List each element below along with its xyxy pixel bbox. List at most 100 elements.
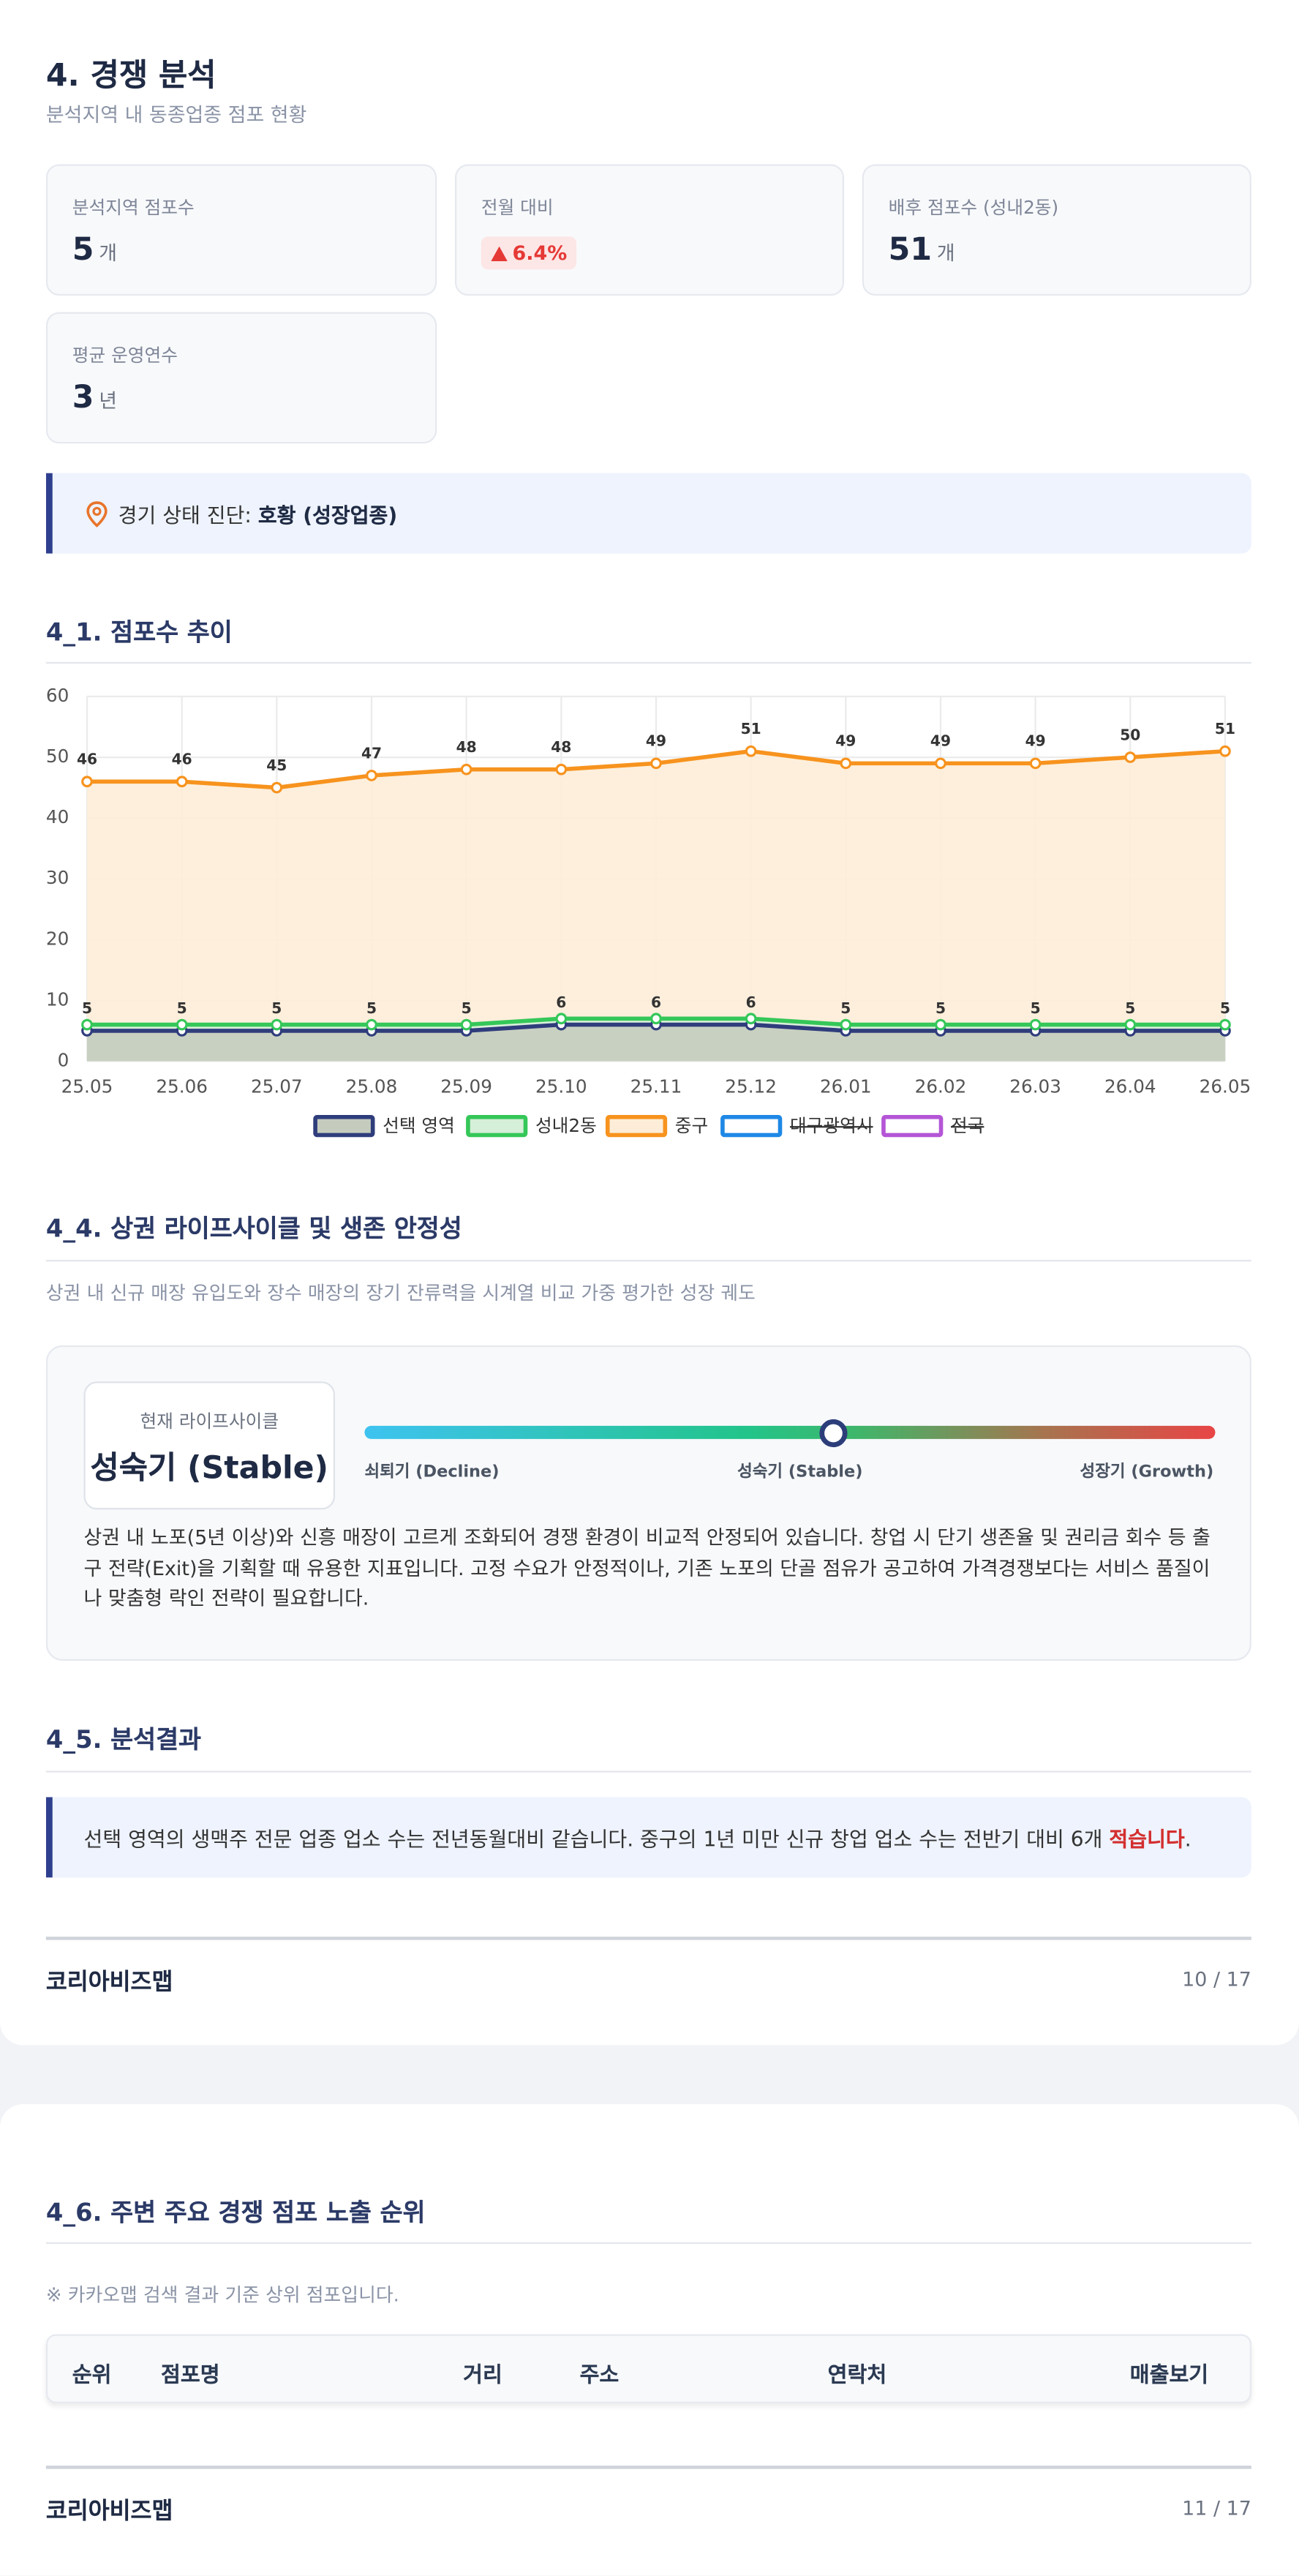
column-header: 매출보기	[1129, 2363, 1209, 2389]
legend-label: 대구광역시	[790, 1115, 873, 1136]
point	[460, 1018, 472, 1031]
y-tick-label: 20	[46, 928, 69, 949]
scale-label: 성장기 (Growth)	[1080, 1463, 1214, 1482]
point	[935, 757, 946, 770]
point	[1124, 1018, 1137, 1031]
data-label: 45	[266, 756, 287, 774]
y-tick-label: 60	[46, 685, 69, 706]
unit: 개	[99, 241, 118, 265]
data-label: 49	[1025, 732, 1046, 750]
legend-label: 선택 영역	[383, 1115, 455, 1136]
legend-label: 중구	[675, 1115, 708, 1136]
point	[745, 745, 757, 757]
page-title: 4. 경쟁 분석	[45, 57, 217, 94]
pin-icon	[86, 501, 108, 527]
report-page: 4_6. 주변 주요 경쟁 점포 노출 순위 ※ 카카오맵 검색 결과 기준 상…	[0, 2104, 1299, 2576]
data-label: 5	[1220, 999, 1230, 1017]
column-header: 연락처	[827, 2363, 887, 2389]
current-value: 성숙기 (Stable)	[90, 1450, 329, 1487]
y-tick-label: 50	[46, 746, 69, 767]
diagnosis-label: 경기 상태 진단:	[118, 503, 252, 527]
y-tick-label: 40	[46, 806, 69, 827]
section-title: 4_5. 분석결과	[45, 1724, 202, 1754]
column-header: 거리	[463, 2363, 502, 2389]
section-title: 4_1. 점포수 추이	[45, 617, 233, 647]
data-label: 49	[646, 732, 666, 750]
point	[271, 781, 283, 794]
chart: 0 10 20 30 40 50 60 25.05 25.06 25.07 25.08 25.09 25…	[46, 685, 1251, 1138]
diagnosis: 경기 상태 진단: 호황 (성장업종)	[118, 497, 398, 529]
value: 3	[72, 379, 94, 416]
point	[366, 1018, 377, 1031]
data-label: 5	[177, 999, 187, 1017]
data-label: 49	[835, 732, 856, 750]
point	[650, 1013, 662, 1025]
data-label: 48	[456, 738, 477, 756]
point	[745, 1013, 757, 1025]
up-arrow	[491, 245, 508, 260]
column-header: 순위	[72, 2363, 112, 2389]
point	[81, 1018, 93, 1031]
legend-label: 성내2동	[535, 1115, 597, 1136]
x-tick-label: 26.04	[1104, 1075, 1156, 1097]
page-number: 10 / 17	[1182, 1967, 1251, 1991]
y-tick-label: 10	[46, 988, 69, 1010]
data-label: 6	[556, 994, 566, 1011]
x-tick-label: 25.07	[251, 1075, 303, 1097]
value: 5	[72, 231, 94, 268]
y-tick-label: 30	[46, 867, 69, 888]
point	[935, 1018, 946, 1031]
data-label: 47	[361, 744, 382, 762]
data-label: 49	[930, 732, 951, 750]
stat-card: 배후 점포수 (성내2동) 51 개	[862, 164, 1251, 296]
x-tick-label: 26.03	[1009, 1075, 1061, 1097]
divider	[45, 1260, 1251, 1262]
stat-card: 전월 대비 6.4%	[454, 164, 845, 296]
unit: 개	[936, 241, 955, 265]
legend-swatch	[720, 1114, 783, 1138]
diagnosis-box: 경기 상태 진단: 호황 (성장업종)	[45, 473, 1251, 554]
x-tick-label: 26.01	[820, 1075, 872, 1097]
diagnosis-value: 호황 (성장업종)	[257, 503, 398, 527]
result-emphasis: 적습니다	[1109, 1826, 1185, 1852]
legend-swatch	[605, 1114, 668, 1138]
data-label: 5	[1031, 999, 1041, 1017]
point	[1124, 751, 1137, 763]
data-label: 50	[1120, 726, 1140, 743]
point	[176, 776, 188, 788]
page-subtitle: 분석지역 내 동종업종 점포 현황	[45, 103, 307, 127]
note: ※ 카카오맵 검색 결과 기준 상위 점포입니다.	[45, 2283, 399, 2307]
data-label: 5	[82, 999, 92, 1017]
divider	[45, 2242, 1251, 2245]
divider	[45, 661, 1251, 664]
data-label: 5	[366, 999, 377, 1017]
result: 선택 영역의 생맥주 전문 업종 업소 수는 전년동월대비 같습니다. 중구의 …	[84, 1822, 1191, 1853]
point	[176, 1018, 188, 1031]
section-description: 상권 내 신규 매장 유입도와 장수 매장의 장기 잔류력을 시계열 비교 가중…	[45, 1281, 756, 1304]
data-label: 5	[271, 999, 282, 1017]
x-tick-label: 25.05	[61, 1075, 113, 1097]
gauge-marker	[819, 1419, 848, 1448]
point	[1219, 745, 1231, 757]
result-suffix: .	[1184, 1826, 1191, 1852]
legend-swatch	[881, 1114, 944, 1138]
y-tick-label: 0	[58, 1049, 69, 1070]
area	[86, 751, 1225, 1062]
x-tick-label: 25.10	[535, 1075, 587, 1097]
point	[1219, 1018, 1231, 1031]
card-value: 51 개	[889, 232, 955, 268]
current-label: 현재 라이프사이클	[140, 1411, 279, 1432]
point	[555, 763, 568, 776]
value: 51	[888, 231, 933, 268]
card-label: 분석지역 점포수	[72, 197, 195, 219]
x-tick-label: 25.12	[725, 1075, 777, 1097]
lifecycle-text: 상권 내 노포(5년 이상)와 신흥 매장이 고르게 조화되어 경쟁 환경이 비…	[83, 1525, 1210, 1610]
column-header: 주소	[579, 2363, 620, 2389]
data-label: 51	[741, 720, 761, 737]
point	[366, 770, 377, 781]
point	[840, 757, 852, 770]
